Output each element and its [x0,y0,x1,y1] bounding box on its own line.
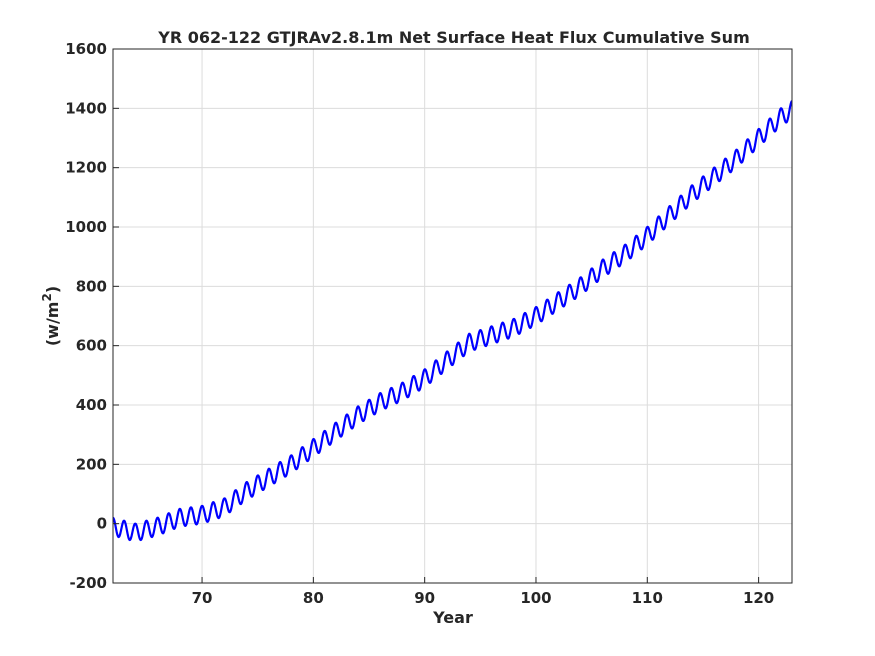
x-tick-label: 100 [520,589,551,607]
chart-title: YR 062-122 GTJRAv2.8.1m Net Surface Heat… [157,28,750,47]
plot-frame [112,48,793,584]
y-axis-ticks: -200 0 200 400 600 800 1000 1200 1400 1600 [65,40,119,592]
y-tick-label: 1400 [65,99,107,117]
y-tick-label: 1000 [65,218,107,236]
y-tick-label: -200 [69,574,107,592]
y-tick-label: 400 [76,396,107,414]
y-axis-label: (w/m2) [40,286,62,346]
y-tick-label: 1200 [65,159,107,177]
x-tick-label: 90 [414,589,435,607]
series-layer [113,100,792,542]
y-tick-label: 0 [97,515,107,533]
x-tick-label: 120 [743,589,774,607]
y-tick-label: 1600 [65,40,107,58]
y-tick-label: 800 [76,277,107,295]
y-tick-label: 600 [76,337,107,355]
x-tick-label: 110 [632,589,663,607]
x-tick-label: 80 [303,589,324,607]
y-tick-label: 200 [76,455,107,473]
x-axis-ticks: 70 80 90 100 110 120 [192,577,774,607]
x-tick-label: 70 [192,589,213,607]
y-axis-label-close: ) [43,286,62,293]
grid [113,49,792,583]
cumulative-sum-series-line [113,100,792,542]
x-axis-label: Year [432,608,473,627]
y-axis-label-main: (w/m [43,302,62,347]
y-axis-label-superscript: 2 [40,293,54,301]
